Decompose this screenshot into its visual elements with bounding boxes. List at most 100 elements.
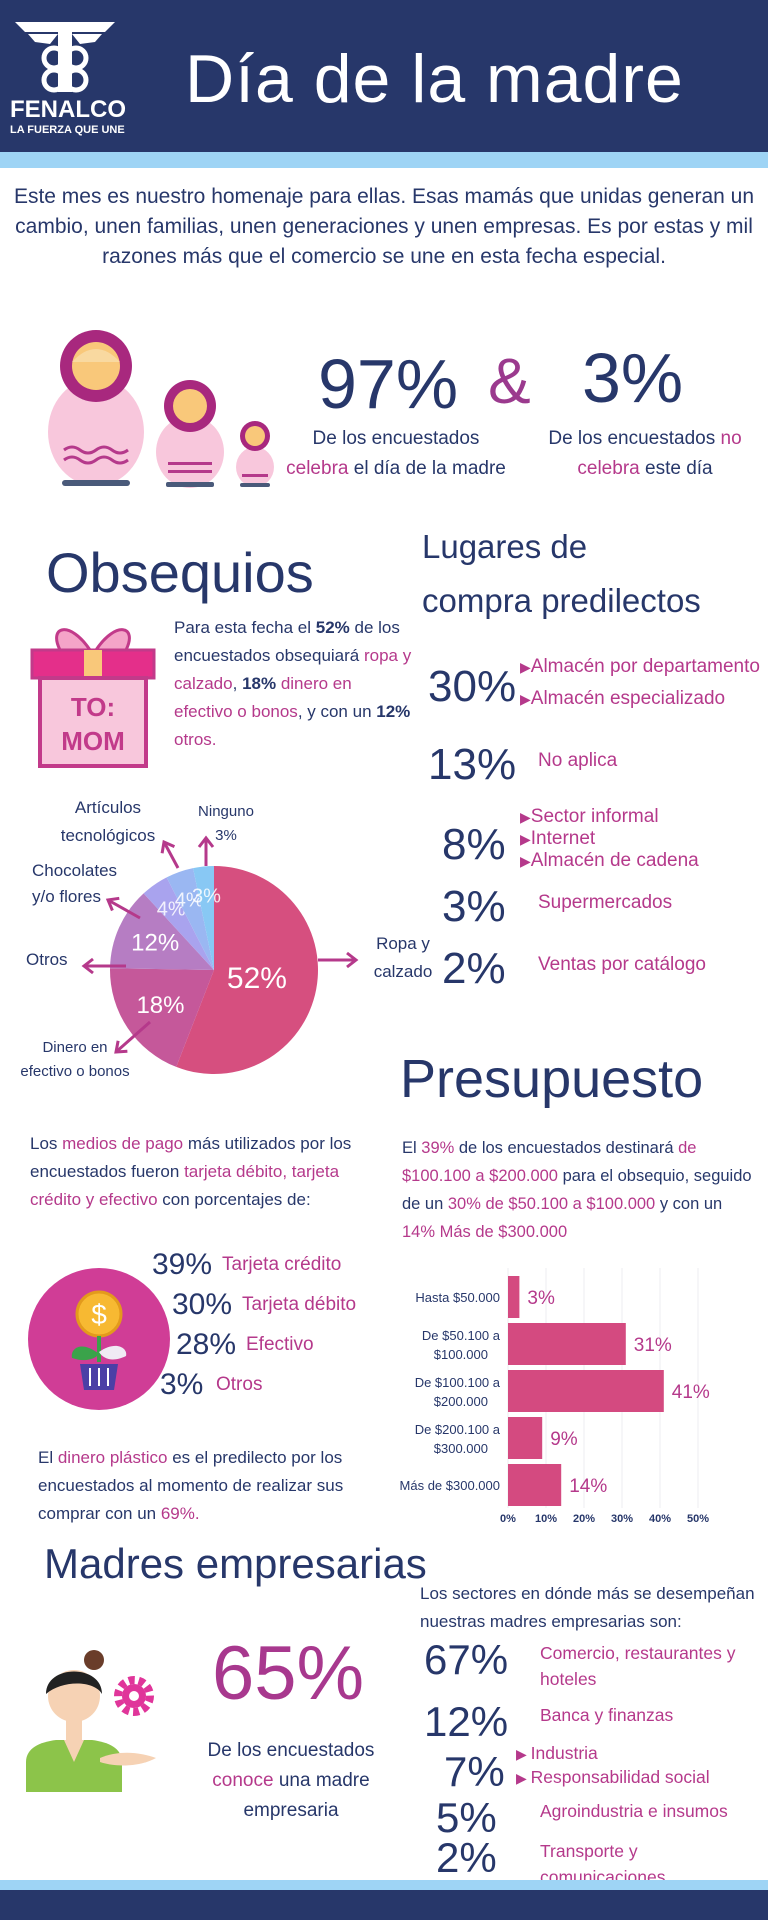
triangle-right-icon: ▶ xyxy=(520,831,531,847)
pie-label-dinero: Dinero en efectivo o bonos xyxy=(10,1036,140,1084)
lugares-item-label: Sector informal xyxy=(530,806,659,827)
pie-label-ropa: Ropa y calzado xyxy=(358,930,448,986)
gift-text-mom: MOM xyxy=(61,726,125,756)
empresarias-intro: Los sectores en dónde más se desempeñan … xyxy=(420,1584,755,1631)
empresarias-item-label: Responsabilidad social xyxy=(530,1767,710,1787)
lugares-item-label: Almacén por departamento xyxy=(530,656,760,677)
bar-mark xyxy=(508,1464,562,1506)
bar-category-label-2: $300.000 xyxy=(434,1441,488,1456)
lugares-item-label: No aplica xyxy=(538,750,618,771)
obs-text-5: , xyxy=(232,674,243,693)
presupuesto-title: Presupuesto xyxy=(400,1049,704,1109)
pie-slice-label: 4% xyxy=(157,899,186,921)
obs-text-8: , y con un xyxy=(297,702,377,721)
empresarias-item: Comercio, restaurantes y hoteles xyxy=(540,1640,760,1692)
gift-text-to: TO: xyxy=(71,692,115,722)
celebrate-yes-text: De los encuestados xyxy=(312,428,480,449)
pie-slice-label: 3% xyxy=(192,886,221,908)
lugares-item-label: Internet xyxy=(530,828,596,849)
pie-label-tec-b: tecnológicos xyxy=(60,826,156,845)
pagos-text-1: Los xyxy=(30,1134,63,1153)
footer-stripe xyxy=(0,1880,768,1890)
celebrate-no-text-2: este día xyxy=(639,458,713,479)
pagos-foot-3: es el predilecto por los encuestados al … xyxy=(38,1448,344,1523)
intro-text: Este mes es nuestro homenaje para ellas.… xyxy=(13,185,755,268)
pres-text-6: 30% de $50.100 a $100.000 xyxy=(447,1195,656,1213)
pagos-pct: 39% xyxy=(152,1248,213,1281)
pagos-text-4: tarjeta débito, tarjeta crédito y efecti… xyxy=(30,1162,340,1209)
celebrate-yes-text-2: el día de la madre xyxy=(348,458,506,479)
pie-label-ninguno: Ninguno 3% xyxy=(188,800,264,848)
pie-label-ninguno-b: 3% xyxy=(215,827,237,844)
pagos-label: Tarjeta débito xyxy=(242,1294,357,1315)
pie-arrow-head xyxy=(160,839,176,854)
lugares-pct: 3% xyxy=(442,882,506,931)
page-title: Día de la madre xyxy=(185,41,684,117)
bar-x-tick: 40% xyxy=(649,1513,671,1525)
obsequios-title: Obsequios xyxy=(46,541,314,604)
empresarias-item-label: Banca y finanzas xyxy=(540,1705,674,1725)
obs-text-2: 52% xyxy=(315,618,350,637)
emp-desc-4: empresaria xyxy=(243,1800,339,1821)
lugares-pct: 30% xyxy=(428,662,517,711)
pie-slice xyxy=(110,893,214,970)
bar-mark xyxy=(508,1276,520,1318)
coin-symbol: $ xyxy=(91,1299,107,1330)
gift-box-icon: TO: MOM xyxy=(30,616,156,770)
lugares-item: No aplica xyxy=(538,746,768,776)
empresarias-pct: 7% xyxy=(444,1748,505,1795)
pagos-foot-4: 69%. xyxy=(160,1504,200,1523)
pie-arrow-head xyxy=(346,951,359,969)
bar-category-label: De $100.100 a xyxy=(415,1375,501,1390)
pie-arrow xyxy=(162,841,180,869)
empresarias-item-label: Industria xyxy=(530,1743,598,1763)
lugares-item: ▶Sector informal xyxy=(520,806,760,828)
pie-label-ninguno-a: Ninguno xyxy=(198,803,254,820)
empresarias-item: Agroindustria e insumos xyxy=(540,1798,760,1824)
bar-x-tick: 50% xyxy=(687,1513,709,1525)
bar-x-tick: 20% xyxy=(573,1513,595,1525)
bar-mark xyxy=(508,1370,664,1412)
bar-category-label: De $50.100 a xyxy=(422,1328,501,1343)
obsequios-desc: Para esta fecha el 52% de los encuestado… xyxy=(174,614,412,754)
lugares-item: ▶Almacén de cadena xyxy=(520,850,760,872)
lugares-item: ▶Almacén por departamento xyxy=(520,652,760,682)
pagos-label: Tarjeta crédito xyxy=(222,1254,342,1275)
pagos-text-5: con porcentajes de: xyxy=(157,1190,311,1209)
bar-value-label: 41% xyxy=(672,1382,710,1403)
pagos-text-2: medios de pago xyxy=(62,1134,184,1153)
pagos-pct: 28% xyxy=(176,1328,237,1361)
bar-category-label: Hasta $50.000 xyxy=(415,1290,500,1305)
obs-text-6: 18% xyxy=(242,674,277,693)
matryoshka-dolls-icon xyxy=(44,322,284,492)
lugares-item: ▶Internet xyxy=(520,828,760,850)
bar-value-label: 14% xyxy=(569,1476,607,1497)
pie-label-ropa-a: Ropa y xyxy=(376,934,430,953)
money-plant-icon: $ xyxy=(71,1290,127,1390)
pie-label-otros: Otros xyxy=(26,950,68,969)
pagos-label: Otros xyxy=(216,1374,263,1395)
celebrate-no-text: De los encuestados xyxy=(548,428,721,449)
pie-slice-label: 18% xyxy=(136,992,184,1019)
fenalco-logo-icon xyxy=(10,16,120,140)
celebrate-no-highlight-2: celebra xyxy=(577,458,640,479)
celebrate-yes-highlight: celebra xyxy=(286,458,349,479)
triangle-right-icon: ▶ xyxy=(520,691,531,707)
obs-text-3: de los encuestados obsequiará xyxy=(174,618,400,665)
ampersand: & xyxy=(488,345,531,417)
triangle-right-icon: ▶ xyxy=(520,809,531,825)
bar-value-label: 9% xyxy=(550,1429,578,1450)
lugares-pct: 8% xyxy=(442,820,506,869)
lugares-item-label: Almacén especializado xyxy=(530,688,726,709)
emp-desc-2: conoce xyxy=(212,1770,274,1791)
footer-banner xyxy=(0,1890,768,1920)
obs-text-1: Para esta fecha el xyxy=(174,618,316,637)
empresarias-pct: 67% xyxy=(424,1636,509,1683)
triangle-right-icon: ▶ xyxy=(516,1770,531,1786)
celebrate-yes-pct: 97% xyxy=(318,345,459,423)
lugares-title-a: Lugares de xyxy=(422,528,588,565)
pie-label-dinero-a: Dinero en xyxy=(42,1039,108,1056)
logo-tagline: LA FUERZA QUE UNE xyxy=(10,124,125,136)
pie-arrow xyxy=(107,898,141,920)
pagos-desc: Los medios de pago más utilizados por lo… xyxy=(30,1130,370,1214)
